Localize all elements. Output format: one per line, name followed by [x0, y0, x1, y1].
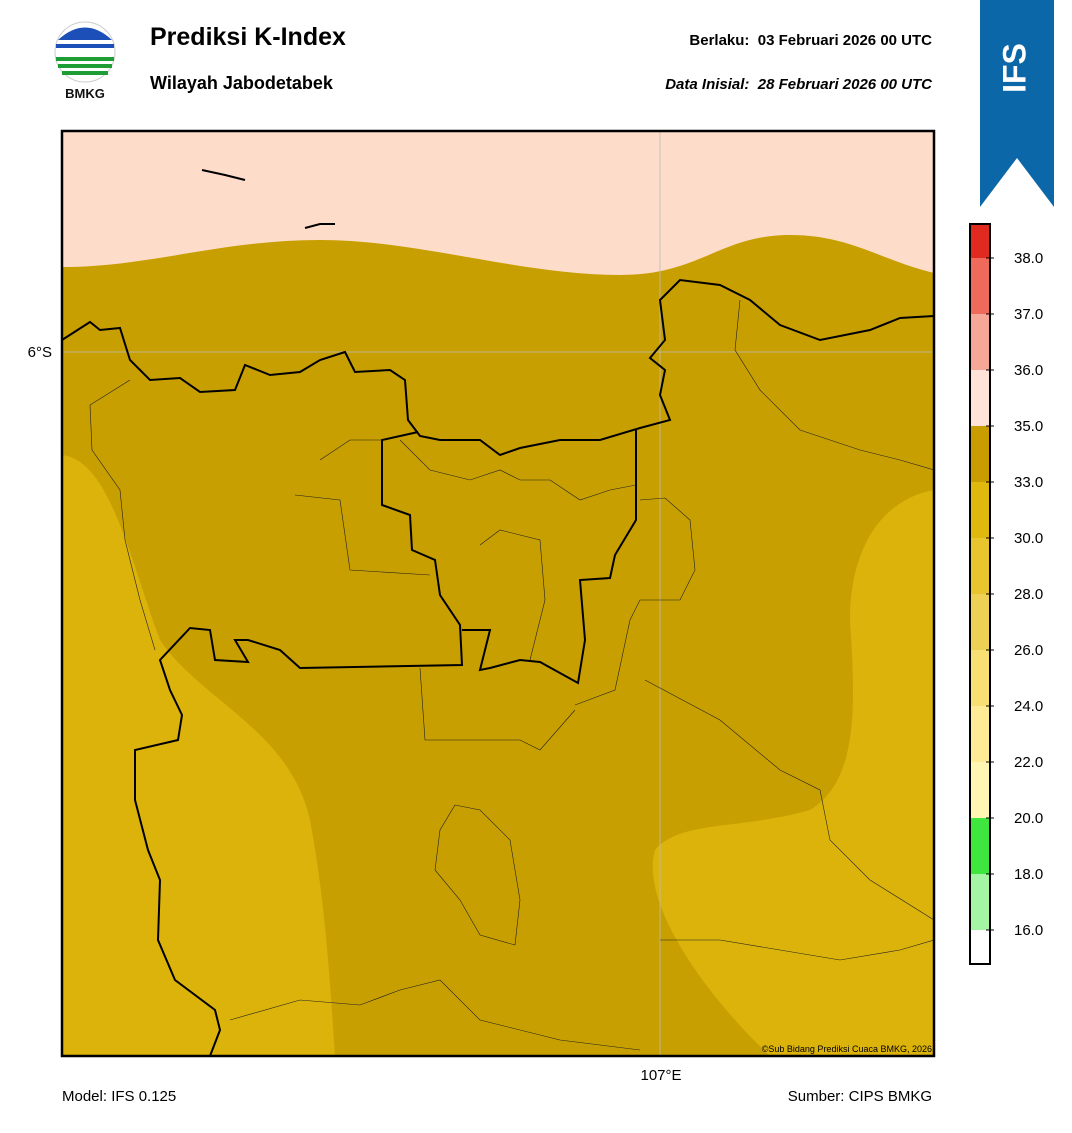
colorbar-label: 18.0 [1014, 866, 1043, 883]
colorbar: 16.0 18.0 20.0 22.0 24.0 26.0 28.0 30.0 33.0 35.0… [969, 223, 1043, 965]
field-lighter [62, 455, 335, 1056]
colorbar-segment [970, 650, 990, 706]
lon-label: 107°E [640, 1067, 681, 1084]
colorbar-label: 37.0 [1014, 306, 1043, 323]
colorbar-segment [970, 426, 990, 482]
field-low [62, 131, 934, 275]
logo: BMKG [54, 21, 116, 101]
colorbar-segment [970, 818, 990, 874]
init-time: Data Inisial: 28 Februari 2026 00 UTC [665, 76, 933, 93]
colorbar-segment [970, 874, 990, 930]
title: Prediksi K-Index [150, 23, 346, 51]
colorbar-label: 16.0 [1014, 922, 1043, 939]
province-border [462, 430, 637, 685]
source-label: Sumber: CIPS BMKG [788, 1088, 932, 1105]
lat-label: 6°S [28, 344, 52, 361]
coastline [62, 278, 934, 457]
credit: ©Sub Bidang Prediksi Cuaca BMKG, 2026 [762, 1044, 932, 1054]
colorbar-label: 24.0 [1014, 698, 1043, 715]
field-lighter [652, 490, 934, 1056]
map-frame [60, 129, 936, 1058]
colorbar-label: 20.0 [1014, 810, 1043, 827]
colorbar-segment [970, 762, 990, 818]
logo-text: BMKG [65, 86, 105, 101]
colorbar-segment [970, 482, 990, 538]
colorbar-label: 33.0 [1014, 474, 1043, 491]
model-label: Model: IFS 0.125 [62, 1088, 176, 1105]
subtitle: Wilayah Jabodetabek [150, 73, 334, 93]
valid-time: Berlaku: 03 Februari 2026 00 UTC [689, 32, 932, 49]
colorbar-segment [970, 930, 990, 964]
province-border [134, 431, 464, 1056]
colorbar-label: 38.0 [1014, 250, 1043, 267]
colorbar-segment [970, 706, 990, 762]
colorbar-segment [970, 258, 990, 314]
map: ©Sub Bidang Prediksi Cuaca BMKG, 2026 [62, 131, 934, 1056]
island [201, 169, 335, 229]
logo-band [58, 64, 112, 68]
colorbar-label: 30.0 [1014, 530, 1043, 547]
colorbar-label: 22.0 [1014, 754, 1043, 771]
colorbar-segment [970, 224, 990, 258]
logo-band [56, 57, 114, 61]
colorbar-label: 28.0 [1014, 586, 1043, 603]
district-border [89, 299, 934, 1051]
logo-band [56, 44, 114, 48]
logo-sky [58, 27, 112, 40]
colorbar-segment [970, 594, 990, 650]
badge-text: IFS [996, 43, 1032, 93]
colorbar-frame [969, 223, 991, 965]
colorbar-label: 26.0 [1014, 642, 1043, 659]
colorbar-segment [970, 538, 990, 594]
colorbar-segment [970, 370, 990, 426]
colorbar-label: 35.0 [1014, 418, 1043, 435]
colorbar-label: 36.0 [1014, 362, 1043, 379]
logo-band [62, 71, 108, 75]
badge [980, 0, 1054, 207]
colorbar-segment [970, 314, 990, 370]
